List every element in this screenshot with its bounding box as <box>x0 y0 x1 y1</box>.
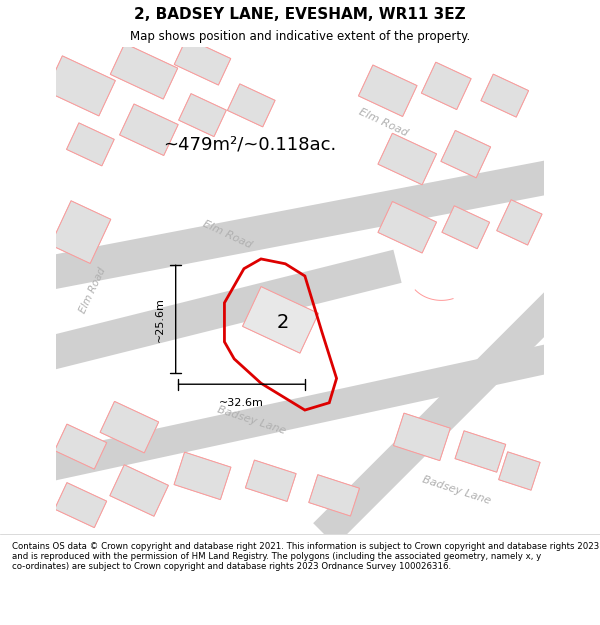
Text: Badsey Lane: Badsey Lane <box>421 475 491 506</box>
Text: ~25.6m: ~25.6m <box>155 297 165 342</box>
Polygon shape <box>4 335 596 490</box>
Polygon shape <box>174 38 231 85</box>
Polygon shape <box>421 62 471 109</box>
Polygon shape <box>242 287 319 353</box>
Text: ~479m²/~0.118ac.: ~479m²/~0.118ac. <box>163 136 337 153</box>
Polygon shape <box>55 482 107 528</box>
Polygon shape <box>227 84 275 127</box>
Polygon shape <box>378 201 437 253</box>
Polygon shape <box>119 104 178 156</box>
Polygon shape <box>497 200 542 245</box>
Text: 2, BADSEY LANE, EVESHAM, WR11 3EZ: 2, BADSEY LANE, EVESHAM, WR11 3EZ <box>134 6 466 21</box>
Polygon shape <box>455 431 506 472</box>
Polygon shape <box>245 460 296 501</box>
Polygon shape <box>309 474 359 516</box>
Polygon shape <box>358 65 417 116</box>
Polygon shape <box>174 452 231 499</box>
Text: 2: 2 <box>277 312 289 332</box>
Text: Elm Road: Elm Road <box>357 107 409 138</box>
Polygon shape <box>499 452 540 490</box>
Polygon shape <box>55 424 107 469</box>
Polygon shape <box>4 250 401 380</box>
Text: Elm Road: Elm Road <box>78 266 108 315</box>
Text: Elm Road: Elm Road <box>201 219 253 250</box>
Polygon shape <box>441 131 491 178</box>
Polygon shape <box>442 206 490 249</box>
Polygon shape <box>110 465 169 516</box>
Polygon shape <box>100 401 158 453</box>
Text: Contains OS data © Crown copyright and database right 2021. This information is : Contains OS data © Crown copyright and d… <box>12 542 599 571</box>
Polygon shape <box>394 413 451 461</box>
Polygon shape <box>46 56 115 116</box>
Text: ~32.6m: ~32.6m <box>219 398 264 408</box>
Text: Map shows position and indicative extent of the property.: Map shows position and indicative extent… <box>130 30 470 43</box>
Polygon shape <box>67 123 114 166</box>
Polygon shape <box>378 133 437 185</box>
Polygon shape <box>50 201 111 264</box>
Polygon shape <box>4 152 596 298</box>
Polygon shape <box>110 43 178 99</box>
Polygon shape <box>179 94 226 137</box>
Polygon shape <box>481 74 529 117</box>
Text: Badsey Lane: Badsey Lane <box>216 404 287 436</box>
Polygon shape <box>313 255 600 546</box>
